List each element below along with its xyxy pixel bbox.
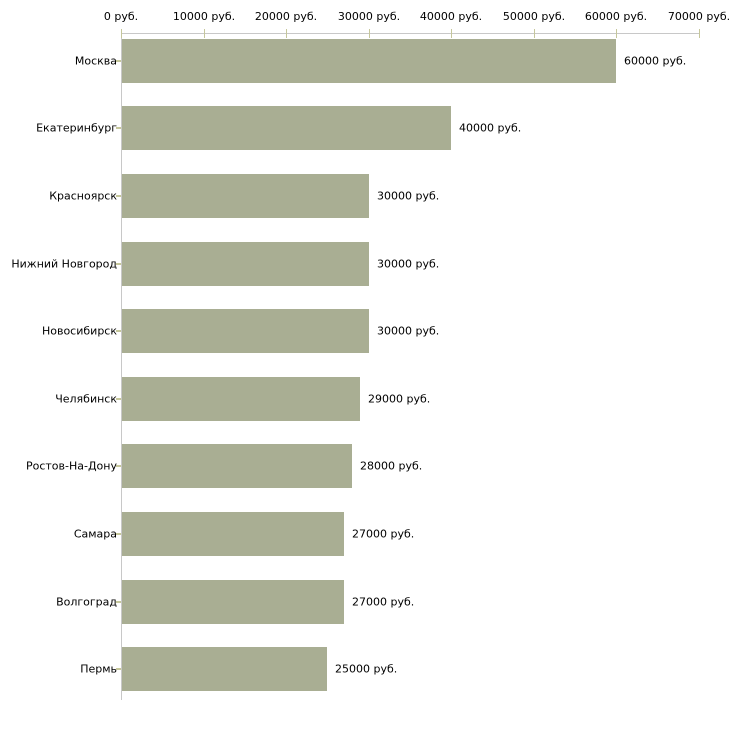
bar bbox=[122, 309, 369, 353]
bar-value-label: 27000 руб. bbox=[352, 527, 415, 541]
bar-value-label: 40000 руб. bbox=[459, 121, 522, 135]
x-axis-line bbox=[121, 33, 700, 34]
bar bbox=[122, 39, 616, 83]
category-label: Новосибирск bbox=[41, 324, 117, 338]
bar bbox=[122, 647, 327, 691]
category-label: Волгоград bbox=[56, 595, 117, 609]
x-axis-tick-label: 70000 руб. bbox=[667, 10, 730, 23]
x-axis-tick-label: 50000 руб. bbox=[502, 10, 566, 23]
category-tick-mark bbox=[116, 465, 121, 467]
x-axis-tick-mark bbox=[369, 29, 370, 38]
category-tick-mark bbox=[116, 668, 121, 670]
category-tick-mark bbox=[116, 533, 121, 535]
category-label: Челябинск bbox=[55, 392, 117, 406]
x-axis-tick-label: 0 руб. bbox=[103, 10, 139, 23]
category-tick-mark bbox=[116, 398, 121, 400]
y-axis-line bbox=[121, 33, 122, 700]
category-label: Красноярск bbox=[49, 189, 117, 203]
bar-value-label: 29000 руб. bbox=[368, 392, 431, 406]
x-axis-tick-mark bbox=[286, 29, 287, 38]
x-axis-tick-label: 40000 руб. bbox=[419, 10, 483, 23]
bar bbox=[122, 580, 344, 624]
bar-value-label: 60000 руб. bbox=[624, 54, 687, 68]
category-label: Самара bbox=[73, 527, 117, 541]
category-label: Екатеринбург bbox=[36, 121, 117, 135]
category-tick-mark bbox=[116, 601, 121, 603]
x-axis-tick-label: 20000 руб. bbox=[254, 10, 318, 23]
x-axis-tick-mark bbox=[699, 29, 700, 38]
category-label: Ростов-На-Дону bbox=[25, 459, 117, 473]
x-axis-tick-mark bbox=[534, 29, 535, 38]
bar bbox=[122, 242, 369, 286]
bar-value-label: 27000 руб. bbox=[352, 595, 415, 609]
x-axis-tick-label: 10000 руб. bbox=[172, 10, 236, 23]
x-axis-tick-mark bbox=[121, 29, 122, 38]
category-tick-mark bbox=[116, 195, 121, 197]
category-tick-mark bbox=[116, 127, 121, 129]
bar bbox=[122, 174, 369, 218]
bar bbox=[122, 512, 344, 556]
x-axis-tick-label: 60000 руб. bbox=[584, 10, 648, 23]
x-axis-tick-label: 30000 руб. bbox=[337, 10, 401, 23]
bar-value-label: 28000 руб. bbox=[360, 459, 423, 473]
bar-value-label: 25000 руб. bbox=[335, 662, 398, 676]
bar-value-label: 30000 руб. bbox=[377, 257, 440, 271]
category-label: Нижний Новгород bbox=[11, 257, 117, 271]
x-axis-tick-mark bbox=[204, 29, 205, 38]
category-label: Пермь bbox=[80, 662, 117, 676]
x-axis-tick-mark bbox=[616, 29, 617, 38]
category-tick-mark bbox=[116, 330, 121, 332]
bar-value-label: 30000 руб. bbox=[377, 324, 440, 338]
bar-value-label: 30000 руб. bbox=[377, 189, 440, 203]
bar bbox=[122, 377, 360, 421]
category-label: Москва bbox=[74, 54, 117, 68]
category-tick-mark bbox=[116, 60, 121, 62]
category-tick-mark bbox=[116, 263, 121, 265]
bar bbox=[122, 106, 451, 150]
bar bbox=[122, 444, 352, 488]
x-axis-tick-mark bbox=[451, 29, 452, 38]
